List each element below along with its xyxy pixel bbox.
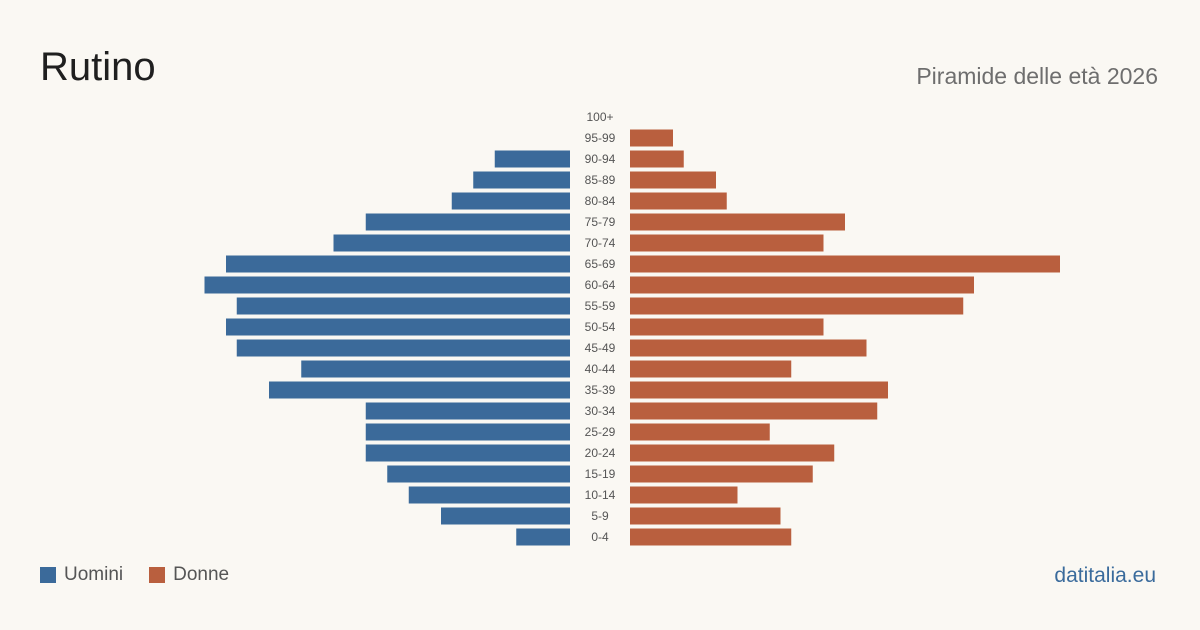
age-group-label: 100+: [586, 110, 613, 124]
female-bar: [630, 486, 738, 504]
female-bar: [630, 213, 845, 231]
age-group-label: 75-79: [585, 215, 616, 229]
female-bar: [630, 318, 824, 336]
age-group-label: 25-29: [585, 425, 616, 439]
female-bar: [630, 528, 792, 546]
male-bar: [516, 528, 570, 546]
chart-legend: Uomini Donne: [40, 564, 255, 586]
male-bar: [226, 255, 570, 273]
age-group-label: 15-19: [585, 467, 616, 481]
male-bar: [236, 297, 570, 315]
age-group-label: 55-59: [585, 299, 616, 313]
female-bar: [630, 192, 727, 210]
age-group-label: 65-69: [585, 257, 616, 271]
female-bar: [630, 234, 824, 252]
chart-subtitle: Piramide delle età 2026: [916, 63, 1158, 89]
female-bar: [630, 381, 888, 399]
male-bar: [365, 444, 570, 462]
male-bar: [236, 339, 570, 357]
female-bar: [630, 423, 770, 441]
legend-swatch-male: [40, 567, 56, 583]
legend-swatch-female: [149, 567, 166, 583]
female-bar: [630, 339, 867, 357]
male-bar: [473, 171, 570, 189]
female-bar: [630, 297, 964, 315]
male-bar: [226, 318, 570, 336]
age-group-label: 95-99: [585, 131, 616, 145]
age-group-label: 60-64: [585, 278, 616, 292]
legend-item-female: Donne: [149, 564, 229, 586]
male-bar: [451, 192, 570, 210]
male-bar: [387, 465, 570, 483]
age-group-label: 20-24: [585, 446, 616, 460]
male-bar: [408, 486, 570, 504]
female-bar: [630, 465, 813, 483]
age-group-label: 45-49: [585, 341, 616, 355]
male-bar: [269, 381, 570, 399]
age-group-label: 30-34: [585, 404, 616, 418]
female-bar: [630, 507, 781, 525]
male-bar: [301, 360, 570, 378]
legend-label-female: Donne: [173, 564, 230, 585]
age-group-label: 90-94: [585, 152, 616, 166]
female-bar: [630, 444, 835, 462]
female-bar: [630, 171, 716, 189]
female-bar: [630, 129, 673, 147]
male-bar: [365, 423, 570, 441]
male-bar: [333, 234, 570, 252]
age-group-label: 50-54: [585, 320, 616, 334]
female-bar: [630, 255, 1060, 273]
age-group-label: 85-89: [585, 173, 616, 187]
age-group-label: 0-4: [591, 530, 609, 544]
female-bar: [630, 402, 878, 420]
brand-link[interactable]: datitalia.eu: [1054, 564, 1156, 587]
age-group-label: 70-74: [585, 236, 616, 250]
female-bar: [630, 150, 684, 168]
male-bar: [365, 213, 570, 231]
age-group-label: 5-9: [591, 509, 609, 523]
male-bar: [204, 276, 570, 294]
female-bar: [630, 276, 974, 294]
male-bar: [365, 402, 570, 420]
female-bar: [630, 360, 792, 378]
age-group-label: 35-39: [585, 383, 616, 397]
chart-title: Rutino: [40, 45, 156, 89]
male-bar: [494, 150, 570, 168]
age-group-label: 40-44: [585, 362, 616, 376]
legend-item-male: Uomini: [40, 564, 123, 586]
age-group-label: 10-14: [585, 488, 616, 502]
age-group-label: 80-84: [585, 194, 616, 208]
legend-label-male: Uomini: [64, 564, 124, 585]
male-bar: [441, 507, 570, 525]
